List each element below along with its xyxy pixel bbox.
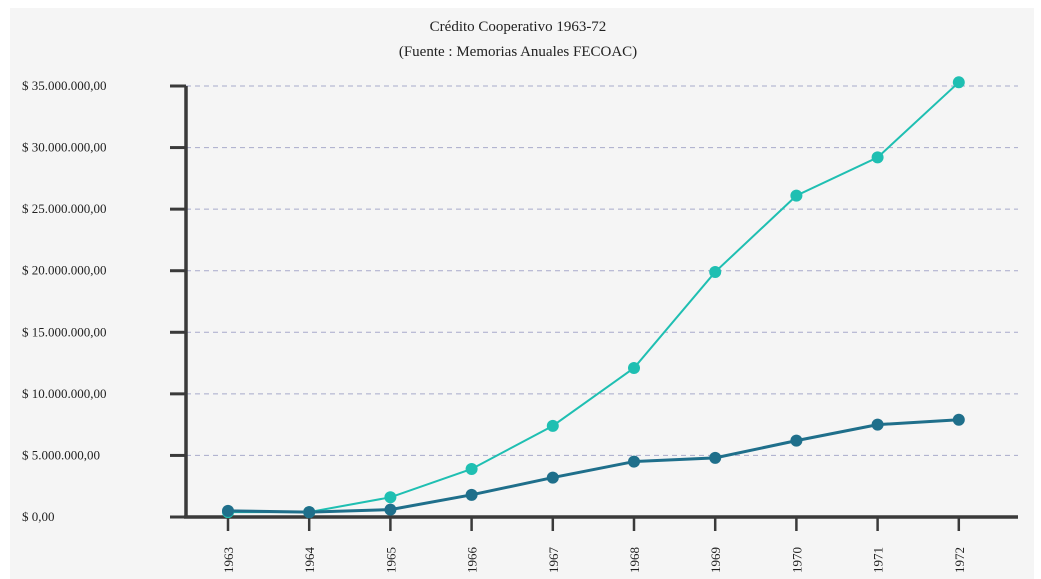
data-point	[709, 451, 722, 464]
data-point	[384, 491, 397, 504]
data-point	[790, 189, 803, 202]
y-tick-label: $ 0,00	[22, 509, 55, 524]
data-point	[790, 434, 803, 447]
data-point	[546, 419, 559, 432]
x-axis-ticks: 1963 1964 1965 1966 1967 1968 1969 1970 1971 1972	[221, 517, 967, 573]
x-tick-label: 1963	[221, 547, 236, 573]
data-point	[384, 503, 397, 516]
data-point	[871, 151, 884, 164]
x-tick-label: 1972	[952, 547, 967, 573]
data-point	[709, 265, 722, 278]
data-point	[628, 361, 640, 374]
axes	[184, 86, 1018, 519]
chart-subtitle: (Fuente : Memorias Anuales FECOAC)	[399, 44, 637, 60]
y-tick-label: $ 20.000.000,00	[22, 263, 107, 278]
y-axis-ticks: $ 0,00 $ 5.000.000,00 $ 10.000.000,00 $ 15.…	[22, 78, 186, 524]
data-point	[871, 418, 884, 431]
y-tick-label: $ 5.000.000,00	[22, 447, 100, 462]
data-point	[952, 413, 965, 426]
x-tick-label: 1965	[383, 547, 398, 573]
y-tick-label: $ 10.000.000,00	[22, 386, 107, 401]
data-point	[546, 471, 559, 484]
y-tick-label: $ 25.000.000,00	[22, 201, 107, 216]
chart-title: Crédito Cooperativo 1963-72	[430, 19, 607, 35]
data-point	[465, 488, 478, 501]
gridlines	[186, 85, 1018, 456]
y-tick-label: $ 30.000.000,00	[22, 140, 107, 155]
data-point	[952, 76, 965, 89]
x-tick-label: 1970	[789, 547, 804, 573]
y-tick-label: $ 15.000.000,00	[22, 324, 107, 339]
data-point	[628, 455, 640, 468]
y-tick-label: $ 35.000.000,00	[22, 78, 107, 93]
series-lines	[227, 81, 960, 514]
x-tick-label: 1967	[546, 547, 561, 574]
series-line	[227, 418, 959, 514]
x-tick-label: 1964	[302, 547, 317, 574]
x-tick-label: 1968	[627, 547, 642, 573]
x-tick-label: 1969	[708, 547, 723, 573]
data-point	[465, 462, 478, 475]
series-points	[222, 76, 965, 519]
series-line	[228, 81, 960, 514]
x-tick-label: 1966	[465, 547, 480, 574]
data-point	[222, 504, 234, 517]
x-tick-label: 1971	[871, 547, 886, 573]
data-point	[303, 506, 316, 519]
